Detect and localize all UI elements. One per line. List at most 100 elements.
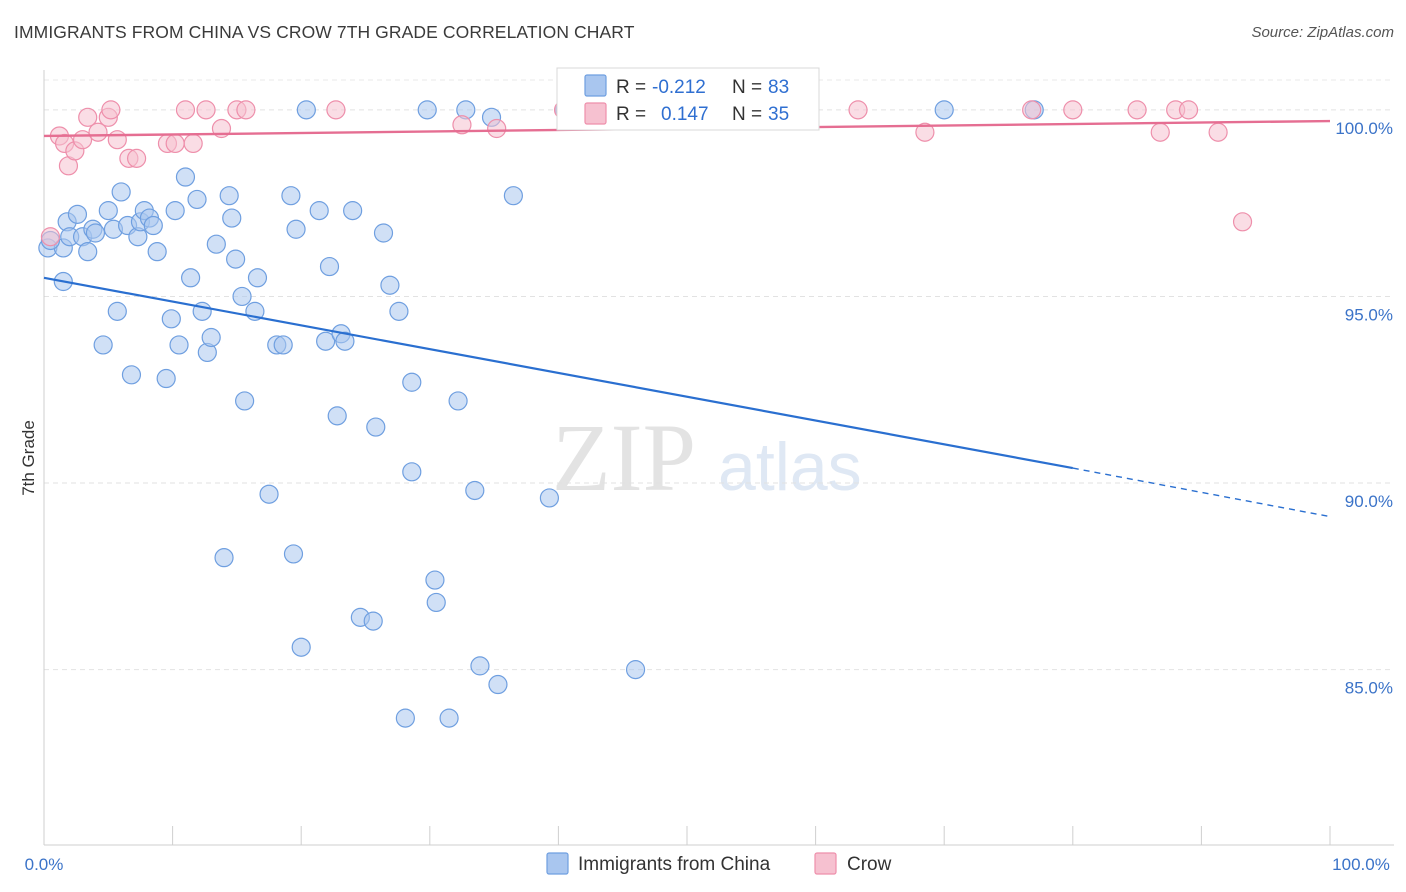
x-ticks: [43, 826, 1331, 845]
china-point-52: [319, 256, 340, 277]
china-point-33: [206, 234, 226, 254]
legend-n-value-2: 35: [768, 104, 789, 125]
china-point-73: [470, 656, 490, 676]
crow-point-30: [1150, 122, 1170, 142]
china-point-14: [111, 182, 131, 202]
china-point-45: [281, 186, 301, 206]
chart-title: IMMIGRANTS FROM CHINA VS CROW 7TH GRADE …: [14, 22, 635, 42]
china-point-44: [273, 335, 293, 355]
china-point-35: [219, 186, 239, 206]
china-point-79: [625, 660, 646, 680]
china-point-55: [335, 331, 355, 351]
crow-point-12: [126, 148, 147, 168]
series-immigrants-from-china: [38, 100, 1044, 728]
y-tick-label-85: 85.0%: [1345, 679, 1393, 698]
grid-lines: [44, 79, 1394, 671]
china-point-72: [465, 480, 485, 501]
china-trend-extension: [1072, 467, 1331, 518]
china-point-29: [187, 189, 207, 210]
legend-n-label-1: N =: [732, 77, 762, 98]
china-point-32: [201, 327, 221, 348]
x-tick-label-max: 100.0%: [1332, 855, 1390, 874]
crow-point-33: [1208, 122, 1228, 142]
china-point-61: [380, 275, 400, 295]
china-point-7: [78, 242, 98, 262]
china-point-27: [175, 167, 196, 187]
axes: [43, 70, 1394, 846]
china-point-37: [226, 249, 246, 269]
china-point-26: [169, 335, 189, 355]
china-point-24: [161, 309, 181, 329]
china-point-9: [85, 223, 106, 243]
china-point-63: [395, 708, 415, 728]
legend-r-label-2: R =: [616, 104, 646, 125]
china-point-70: [448, 391, 468, 411]
china-point-39: [235, 391, 255, 411]
legend-r-label-1: R =: [616, 77, 646, 98]
china-point-68: [426, 592, 446, 613]
china-point-76: [503, 186, 523, 206]
legend-n-label-2: N =: [732, 104, 762, 125]
crow-point-22: [452, 115, 472, 135]
crow-point-7: [88, 122, 108, 142]
china-point-5: [67, 204, 88, 224]
legend-swatch-pink: [584, 102, 607, 125]
y-tick-labels: 85.0% 90.0% 95.0% 100.0%: [1335, 119, 1393, 698]
crow-point-17: [196, 100, 216, 120]
y-axis-label: 7th Grade: [19, 420, 38, 496]
watermark-atlas: atlas: [718, 429, 862, 505]
crow-point-10: [107, 130, 127, 150]
crow-point-25: [848, 100, 868, 120]
china-point-16: [121, 365, 142, 385]
china-point-34: [214, 548, 234, 568]
china-point-22: [143, 215, 163, 236]
china-point-10: [93, 335, 113, 355]
china-point-80: [934, 100, 954, 120]
china-point-77: [539, 488, 559, 508]
china-point-66: [417, 100, 437, 120]
crow-point-14: [165, 133, 185, 154]
crow-point-26: [915, 122, 935, 142]
china-point-48: [291, 637, 311, 657]
china-point-67: [425, 570, 445, 590]
china-point-41: [247, 268, 268, 288]
crow-point-23: [487, 118, 507, 139]
legend-n-value-1: 83: [768, 77, 789, 98]
china-point-65: [402, 462, 422, 482]
china-point-53: [327, 406, 347, 426]
crow-point-29: [1127, 100, 1147, 120]
legend-r-value-2: 0.147: [661, 104, 709, 125]
china-point-25: [165, 201, 185, 221]
crow-point-0: [40, 227, 61, 247]
legend-swatch-blue: [584, 74, 607, 97]
china-point-59: [366, 417, 386, 437]
china-point-23: [156, 368, 176, 389]
crow-point-32: [1178, 100, 1199, 120]
legend-r-value-1: -0.212: [652, 77, 706, 98]
crow-point-20: [236, 100, 256, 120]
crow-point-28: [1063, 100, 1083, 120]
crow-point-21: [326, 100, 346, 120]
series-crow: [40, 100, 1253, 247]
crow-point-6: [78, 107, 98, 127]
y-tick-label-100: 100.0%: [1335, 119, 1393, 138]
china-point-62: [389, 301, 409, 321]
crow-point-9: [101, 100, 121, 120]
china-point-38: [232, 286, 252, 307]
china-point-42: [259, 484, 279, 504]
series-legend-label-pink: Crow: [847, 854, 892, 875]
crow-point-34: [1232, 212, 1253, 232]
china-point-64: [402, 372, 422, 392]
china-point-21: [147, 242, 167, 262]
series-legend-swatch-pink: [814, 852, 837, 875]
china-point-49: [296, 100, 316, 120]
china-point-47: [286, 219, 306, 239]
x-tick-label-min: 0.0%: [25, 855, 64, 874]
crow-point-27: [1022, 100, 1042, 120]
china-point-75: [488, 674, 508, 695]
series-legend-swatch-blue: [546, 852, 569, 875]
series-legend-label-blue: Immigrants from China: [578, 854, 771, 875]
china-point-11: [98, 201, 118, 221]
series-legend: Immigrants from China Crow: [546, 852, 892, 875]
